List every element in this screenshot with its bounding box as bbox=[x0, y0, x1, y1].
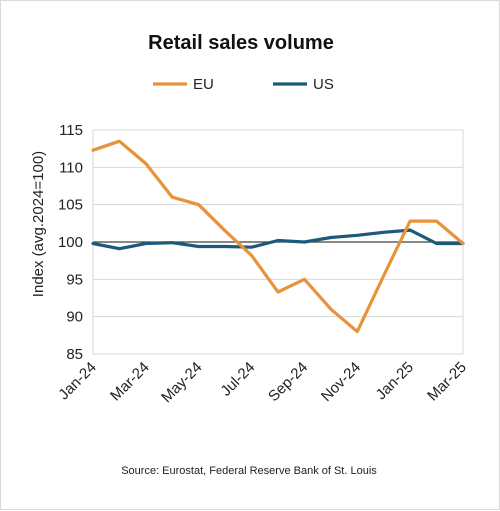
y-tick-label: 100 bbox=[58, 234, 83, 251]
legend-label-us: US bbox=[313, 76, 334, 93]
y-tick-labels: 85 90 95 100 105 110 115 bbox=[58, 122, 83, 363]
x-tick-labels: Jan-24 Mar-24 May-24 Jul-24 Sep-24 Nov-24 Jan-… bbox=[55, 359, 469, 406]
source-note: Source: Eurostat, Federal Reserve Bank o… bbox=[121, 465, 377, 477]
legend-label-eu: EU bbox=[193, 76, 214, 93]
x-tick-label: Sep-24 bbox=[265, 359, 311, 405]
y-tick-label: 115 bbox=[59, 122, 83, 139]
chart-title: Retail sales volume bbox=[148, 32, 334, 54]
series-layer bbox=[91, 139, 465, 334]
x-tick-label: Jan-24 bbox=[55, 359, 99, 403]
y-tick-label: 90 bbox=[66, 309, 83, 326]
x-tick-label: May-24 bbox=[158, 359, 205, 406]
legend: EU US bbox=[153, 76, 334, 93]
x-tick-label: Mar-24 bbox=[107, 359, 153, 405]
y-tick-label: 105 bbox=[58, 197, 83, 214]
x-tick-label: Nov-24 bbox=[318, 359, 364, 405]
y-tick-label: 110 bbox=[59, 159, 83, 176]
x-tick-label: Jul-24 bbox=[217, 359, 258, 400]
x-tick-label: Jan-25 bbox=[373, 359, 417, 403]
y-tick-label: 95 bbox=[66, 271, 83, 288]
y-axis-title: Index (avg.2024=100) bbox=[30, 151, 47, 297]
y-tick-label: 85 bbox=[66, 346, 83, 363]
series-line-us bbox=[91, 228, 465, 251]
series-line-eu bbox=[91, 139, 465, 334]
x-tick-label: Mar-25 bbox=[424, 359, 470, 405]
